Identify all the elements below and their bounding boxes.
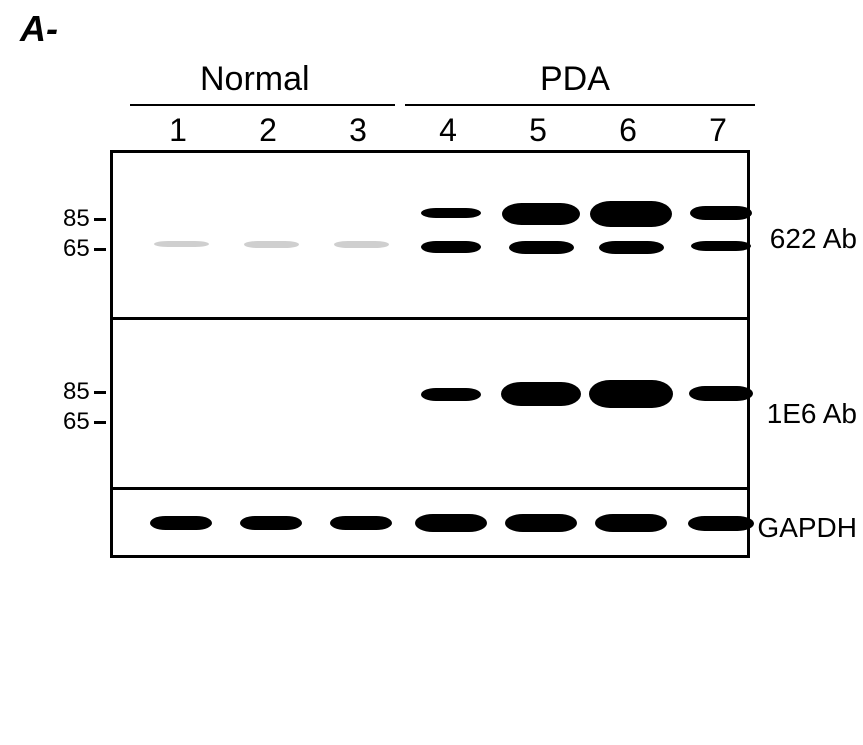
band: [688, 516, 754, 531]
lane-label: 3: [338, 112, 378, 149]
band: [150, 516, 212, 530]
lane-numbers: 1 2 3 4 5 6 7: [70, 112, 830, 148]
band: [415, 514, 487, 532]
group-label-normal: Normal: [200, 60, 310, 99]
antibody-label: 622 Ab: [770, 223, 857, 255]
band: [509, 241, 574, 254]
group-rule: [130, 104, 395, 106]
column-headers: Normal PDA 1 2 3 4 5 6 7: [70, 60, 830, 150]
lane-label: 1: [158, 112, 198, 149]
band: [330, 516, 392, 530]
band: [505, 514, 577, 532]
band: [244, 241, 299, 248]
band: [595, 514, 667, 532]
lane-label: 4: [428, 112, 468, 149]
band: [421, 208, 481, 218]
band: [502, 203, 580, 225]
lane-label: 7: [698, 112, 738, 149]
band: [154, 241, 209, 247]
band: [689, 386, 753, 401]
blot-panel-gapdh: GAPDH: [110, 490, 750, 558]
antibody-label: GAPDH: [757, 512, 857, 544]
band: [334, 241, 389, 248]
mw-marker: 85: [63, 205, 106, 233]
band: [590, 201, 672, 227]
band: [599, 241, 664, 254]
band: [691, 241, 751, 251]
lane-label: 5: [518, 112, 558, 149]
panel-letter: A-: [20, 8, 58, 50]
western-blot-figure: Normal PDA 1 2 3 4 5 6 7 8565622 Ab85651E6 AbGA…: [70, 60, 830, 558]
band: [421, 388, 481, 401]
lane-label: 6: [608, 112, 648, 149]
antibody-label: 1E6 Ab: [767, 398, 857, 430]
group-label-pda: PDA: [540, 60, 610, 99]
band: [240, 516, 302, 530]
mw-marker: 65: [63, 235, 106, 263]
blot-panel-1e6-ab: 85651E6 Ab: [110, 320, 750, 490]
group-rule: [405, 104, 755, 106]
band: [421, 241, 481, 253]
blot-panel-622-ab: 8565622 Ab: [110, 150, 750, 320]
mw-marker: 65: [63, 408, 106, 436]
band: [501, 382, 581, 406]
band: [589, 380, 673, 408]
band: [690, 206, 752, 220]
blot-panels: 8565622 Ab85651E6 AbGAPDH: [110, 150, 750, 558]
lane-label: 2: [248, 112, 288, 149]
mw-marker: 85: [63, 378, 106, 406]
